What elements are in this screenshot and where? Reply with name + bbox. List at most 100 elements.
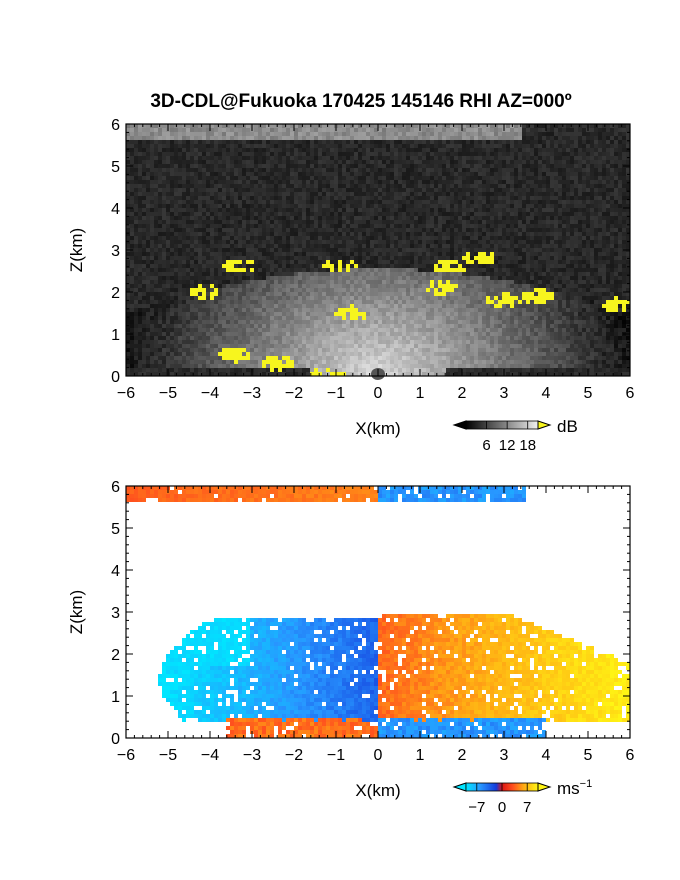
reflectivity-cell [238, 240, 242, 244]
reflectivity-cell [206, 196, 210, 200]
reflectivity-cell [390, 208, 394, 212]
reflectivity-cell [442, 188, 446, 192]
reflectivity-cell [174, 364, 178, 368]
reflectivity-cell [222, 264, 226, 268]
reflectivity-cell [414, 372, 418, 376]
reflectivity-cell [398, 224, 402, 228]
reflectivity-cell [362, 168, 366, 172]
reflectivity-cell [178, 136, 182, 140]
reflectivity-cell [382, 272, 386, 276]
reflectivity-cell [226, 180, 230, 184]
reflectivity-cell [318, 260, 322, 264]
reflectivity-cell [302, 184, 306, 188]
reflectivity-cell [174, 280, 178, 284]
reflectivity-cell [194, 184, 198, 188]
reflectivity-cell [230, 152, 234, 156]
reflectivity-cell [166, 316, 170, 320]
reflectivity-cell [298, 168, 302, 172]
reflectivity-cell [186, 156, 190, 160]
reflectivity-cell [426, 176, 430, 180]
reflectivity-cell [366, 368, 370, 372]
reflectivity-cell [150, 368, 154, 372]
reflectivity-cell [166, 276, 170, 280]
reflectivity-cell [250, 216, 254, 220]
reflectivity-cell [386, 212, 390, 216]
reflectivity-cell [154, 312, 158, 316]
reflectivity-cell [362, 244, 366, 248]
reflectivity-cell [126, 304, 130, 308]
reflectivity-cell [170, 152, 174, 156]
reflectivity-cell [430, 228, 434, 232]
reflectivity-cell [426, 348, 430, 352]
reflectivity-cell [246, 320, 250, 324]
reflectivity-cell [386, 168, 390, 172]
reflectivity-cell [134, 348, 138, 352]
reflectivity-cell [382, 132, 386, 136]
reflectivity-cell [146, 356, 150, 360]
reflectivity-cell [158, 360, 162, 364]
reflectivity-cell [130, 220, 134, 224]
reflectivity-cell [166, 356, 170, 360]
reflectivity-cell [338, 320, 342, 324]
reflectivity-cell [294, 296, 298, 300]
reflectivity-cell [418, 332, 422, 336]
reflectivity-cell [194, 208, 198, 212]
reflectivity-cell [418, 328, 422, 332]
reflectivity-cell [418, 280, 422, 284]
reflectivity-cell [142, 140, 146, 144]
reflectivity-cell [282, 212, 286, 216]
reflectivity-cell [358, 264, 362, 268]
reflectivity-cell [314, 372, 318, 376]
reflectivity-cell [270, 244, 274, 248]
reflectivity-cell [330, 316, 334, 320]
reflectivity-cell [302, 148, 306, 152]
reflectivity-cell [302, 316, 306, 320]
reflectivity-cell [318, 136, 322, 140]
reflectivity-cell [430, 136, 434, 140]
reflectivity-cell [390, 300, 394, 304]
reflectivity-cell [242, 360, 246, 364]
reflectivity-cell [390, 200, 394, 204]
reflectivity-cell [158, 344, 162, 348]
reflectivity-cell [154, 340, 158, 344]
reflectivity-cell [266, 124, 270, 128]
reflectivity-cell [306, 168, 310, 172]
reflectivity-cell [234, 200, 238, 204]
reflectivity-cell [306, 132, 310, 136]
reflectivity-cell [390, 352, 394, 356]
reflectivity-cell [238, 224, 242, 228]
reflectivity-cell [262, 276, 266, 280]
reflectivity-cell [434, 364, 438, 368]
reflectivity-cell [402, 332, 406, 336]
reflectivity-cell [426, 356, 430, 360]
reflectivity-cell [414, 288, 418, 292]
reflectivity-cell [142, 172, 146, 176]
reflectivity-cell [298, 232, 302, 236]
reflectivity-cell [382, 336, 386, 340]
reflectivity-cell [170, 252, 174, 256]
reflectivity-cell [398, 336, 402, 340]
reflectivity-cell [390, 156, 394, 160]
reflectivity-cell [298, 320, 302, 324]
reflectivity-cell [230, 300, 234, 304]
reflectivity-cell [262, 164, 266, 168]
reflectivity-cell [438, 140, 442, 144]
reflectivity-cell [398, 176, 402, 180]
reflectivity-cell [418, 188, 422, 192]
reflectivity-cell [370, 204, 374, 208]
reflectivity-cell [202, 256, 206, 260]
reflectivity-cell [238, 268, 242, 272]
reflectivity-cell [338, 352, 342, 356]
reflectivity-cell [142, 292, 146, 296]
reflectivity-cell [238, 336, 242, 340]
reflectivity-cell [298, 188, 302, 192]
reflectivity-cell [350, 188, 354, 192]
reflectivity-cell [394, 168, 398, 172]
reflectivity-cell [282, 184, 286, 188]
reflectivity-cell [178, 340, 182, 344]
reflectivity-cell [422, 200, 426, 204]
reflectivity-cell [158, 160, 162, 164]
reflectivity-cell [246, 348, 250, 352]
reflectivity-cell [374, 160, 378, 164]
reflectivity-cell [190, 288, 194, 292]
